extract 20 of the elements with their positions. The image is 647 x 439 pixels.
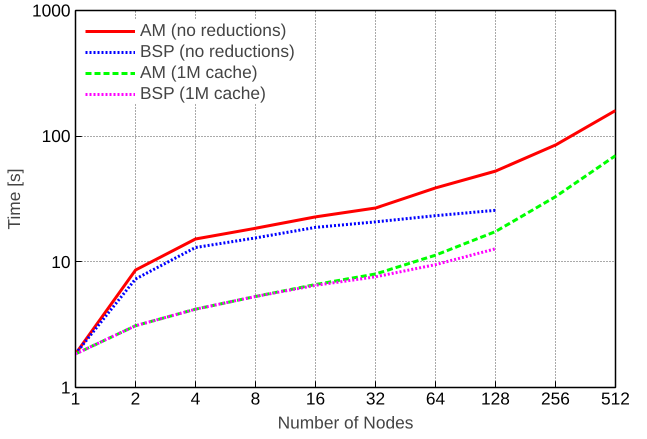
x-tick-label: 16 [306, 388, 326, 408]
x-tick-label: 256 [541, 388, 570, 408]
x-tick-label: 8 [250, 388, 260, 408]
x-tick-label: 4 [190, 388, 201, 408]
y-tick-label: 1000 [32, 0, 71, 20]
x-tick-label: 32 [366, 388, 386, 408]
y-axis-title: Time [s] [4, 168, 24, 230]
y-tick-label: 10 [51, 252, 71, 272]
x-tick-label: 64 [426, 388, 446, 408]
line-series [76, 247, 497, 356]
x-tick-label: 2 [130, 388, 140, 408]
x-tick-label: 128 [481, 388, 510, 408]
line-series [76, 154, 616, 356]
y-tick-label: 100 [42, 126, 71, 146]
legend-label: BSP (no reductions) [140, 41, 295, 62]
x-tick-label: 512 [601, 388, 630, 408]
legend-label: AM (no reductions) [140, 20, 286, 41]
legend-label: AM (1M cache) [140, 62, 258, 83]
legend-label: BSP (1M cache) [140, 83, 266, 104]
x-axis-title: Number of Nodes [278, 412, 414, 432]
